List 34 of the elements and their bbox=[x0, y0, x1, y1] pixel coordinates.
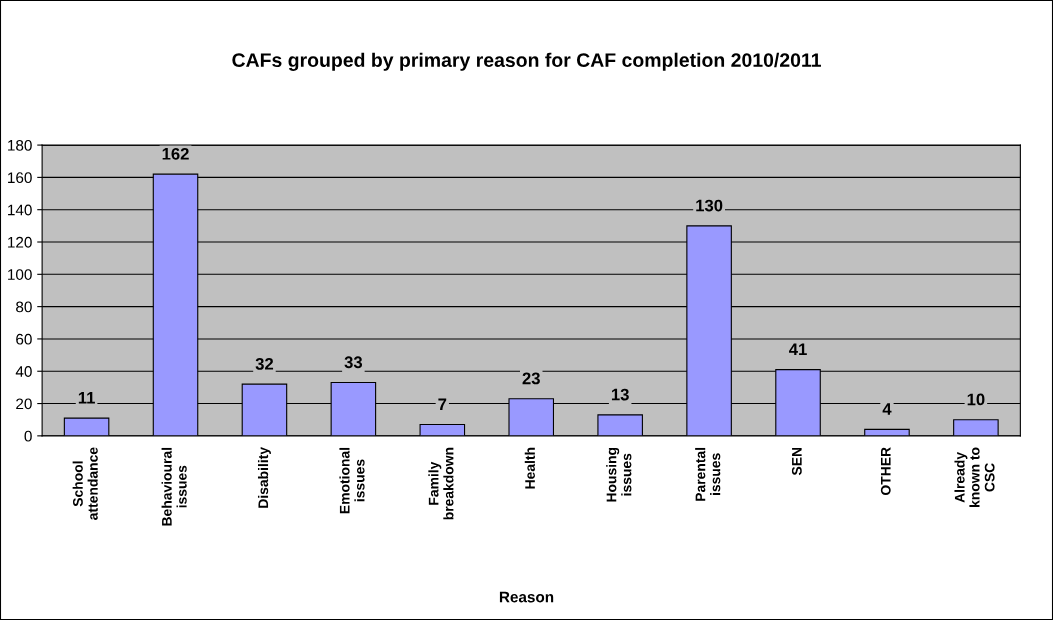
x-tick-label: School attendance bbox=[72, 447, 98, 520]
y-tick-label: 180 bbox=[8, 139, 32, 151]
y-tick-label: 120 bbox=[8, 236, 32, 248]
chart-title: CAFs grouped by primary reason for CAF completion 2010/2011 bbox=[232, 52, 821, 71]
y-tick-label: 40 bbox=[15, 366, 32, 377]
data-label: 23 bbox=[522, 372, 540, 385]
data-label: 32 bbox=[255, 357, 274, 370]
data-label: 162 bbox=[162, 147, 189, 160]
data-label: 10 bbox=[967, 393, 985, 406]
x-tick-label: Behavioural issues bbox=[161, 447, 187, 526]
y-tick-label: 100 bbox=[8, 269, 32, 280]
x-tick-label: Parental issues bbox=[695, 447, 721, 501]
x-tick-label: Disability bbox=[257, 447, 271, 508]
data-label: 11 bbox=[78, 392, 95, 404]
y-tick-label: 60 bbox=[16, 333, 32, 345]
x-tick-label: OTHER bbox=[880, 447, 891, 496]
x-tick-label: Housing issues bbox=[606, 447, 632, 502]
x-axis-title: Reason bbox=[499, 591, 554, 603]
y-tick-label: 80 bbox=[16, 301, 32, 313]
x-tick-label: Already known to CSC bbox=[954, 447, 995, 507]
y-tick-label: 20 bbox=[16, 398, 32, 410]
data-label: 13 bbox=[611, 388, 629, 401]
x-tick-label: Family breakdown bbox=[428, 447, 454, 520]
y-tick-label: 0 bbox=[24, 430, 32, 442]
data-label: 130 bbox=[696, 199, 723, 212]
x-tick-label: Health bbox=[524, 447, 535, 489]
data-label: 33 bbox=[344, 356, 363, 369]
y-tick-label: 140 bbox=[8, 204, 32, 216]
data-label: 41 bbox=[789, 343, 807, 356]
y-tick-label: 160 bbox=[8, 172, 32, 184]
x-tick-label: SEN bbox=[791, 447, 802, 476]
data-label: 4 bbox=[882, 403, 892, 415]
data-label: 7 bbox=[438, 398, 447, 410]
x-tick-label: Emotional issues bbox=[339, 447, 365, 514]
